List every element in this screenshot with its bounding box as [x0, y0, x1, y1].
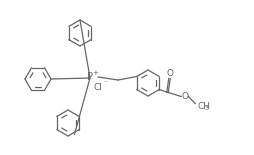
Text: Cl: Cl	[93, 82, 102, 91]
Text: 3: 3	[204, 106, 208, 111]
Text: P: P	[87, 72, 93, 82]
Text: O: O	[166, 69, 173, 78]
Text: CH: CH	[197, 102, 210, 111]
Text: O: O	[181, 92, 187, 101]
Text: ⁻: ⁻	[103, 78, 107, 88]
Text: +: +	[92, 70, 98, 76]
